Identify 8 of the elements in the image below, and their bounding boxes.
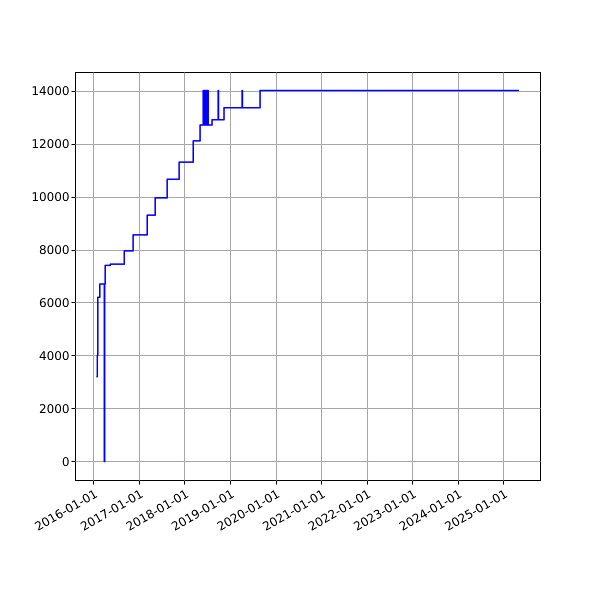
y-tick-label: 8000 xyxy=(38,243,70,258)
y-tick-label: 4000 xyxy=(38,348,70,363)
y-tick-label: 14000 xyxy=(31,84,70,98)
y-tick-label: 10000 xyxy=(31,190,70,204)
y-tick-label: 12000 xyxy=(31,137,70,152)
y-tick-label: 2000 xyxy=(38,402,70,416)
y-tick-label: 6000 xyxy=(38,296,70,310)
y-tick-label: 0 xyxy=(62,454,70,469)
